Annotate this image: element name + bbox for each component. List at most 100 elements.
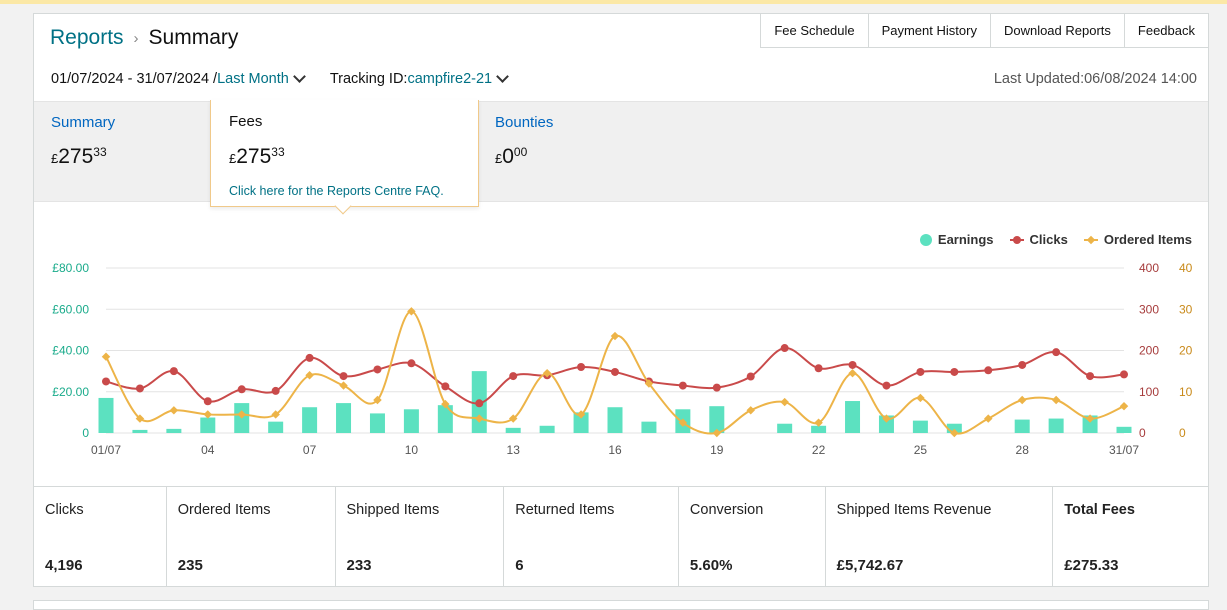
chevron-right-icon: ›: [133, 29, 139, 47]
ordered-items-point: [305, 371, 314, 380]
tracking-id-dropdown[interactable]: campfire2-21: [407, 71, 493, 87]
ordered-items-point: [135, 414, 145, 423]
ordered-items-point: [475, 414, 484, 423]
y-left-tick: 0: [82, 426, 89, 440]
ordered-items-point: [203, 410, 213, 419]
breadcrumb-reports-link[interactable]: Reports: [50, 26, 124, 49]
clicks-point: [271, 386, 280, 395]
legend-clicks[interactable]: Clicks: [1009, 232, 1068, 247]
ordered-items-point: [508, 414, 518, 423]
earnings-bar: [98, 397, 114, 433]
y-left-tick: £80.00: [52, 261, 89, 275]
earnings-bar: [369, 413, 385, 433]
earnings-bar: [505, 427, 521, 433]
ordered-items-point: [271, 410, 280, 419]
clicks-point: [1120, 370, 1128, 379]
stats-row: Clicks 4,196 Ordered Items 235 Shipped Items…: [34, 486, 1208, 586]
tracking-label: Tracking ID:: [329, 71, 408, 87]
legend-clicks-label: Clicks: [1029, 232, 1068, 247]
ordered-items-point: [848, 368, 857, 378]
ordered-items-point: [576, 410, 586, 419]
tab-summary[interactable]: Summary £27533: [51, 114, 115, 169]
stat-label: Returned Items: [515, 502, 615, 518]
chevron-down-icon[interactable]: [292, 70, 306, 83]
faq-link[interactable]: Click here for the Reports Centre FAQ.: [229, 184, 444, 198]
page-title: Summary: [148, 26, 239, 49]
amount-pence: 33: [93, 145, 107, 159]
x-tick: 28: [1016, 443, 1030, 457]
clicks-point: [950, 367, 959, 376]
tab-bounties-amount: £000: [495, 145, 553, 169]
tab-fees-title[interactable]: Fees: [229, 113, 263, 130]
clicks-point: [916, 367, 925, 376]
ordered-items-point: [1119, 401, 1129, 411]
amount-pounds: 275: [236, 145, 272, 168]
tab-bounties-title[interactable]: Bounties: [495, 114, 554, 131]
clicks-point: [611, 367, 619, 376]
chevron-down-icon[interactable]: [496, 70, 509, 83]
feedback-button[interactable]: Feedback: [1124, 13, 1209, 48]
legend-earnings-label: Earnings: [937, 232, 994, 247]
x-tick: 10: [405, 443, 419, 457]
clicks-point: [814, 364, 823, 373]
period-dropdown[interactable]: Last Month: [217, 71, 289, 87]
ordered-items-point: [984, 414, 993, 423]
earnings-bar: [709, 406, 725, 433]
y-right-tick: 300: [1139, 302, 1159, 316]
earnings-bar: [1116, 426, 1132, 433]
tab-summary-title[interactable]: Summary: [51, 114, 116, 131]
y-left-tick: £60.00: [52, 302, 89, 316]
y-right-tick: 100: [1139, 385, 1159, 399]
x-tick: 19: [710, 443, 724, 457]
earnings-bar: [437, 405, 453, 433]
earnings-bar: [166, 428, 182, 433]
stat-label: Ordered Items: [177, 502, 271, 518]
y-left-tick: £20.00: [52, 385, 89, 399]
clicks-point: [1018, 360, 1027, 369]
earnings-bar: [403, 409, 419, 433]
x-tick: 13: [507, 443, 521, 457]
legend-earnings[interactable]: Earnings: [919, 232, 994, 247]
ordered-items-point: [101, 352, 111, 361]
fee-schedule-button[interactable]: Fee Schedule: [760, 13, 869, 48]
stat-shipped-items: Shipped Items 233: [336, 487, 505, 586]
earnings-bar: [1048, 418, 1064, 433]
clicks-point: [203, 397, 212, 406]
clicks-point: [305, 353, 314, 362]
ordered-items-point: [678, 418, 688, 427]
tab-bounties[interactable]: Bounties £000: [495, 114, 553, 169]
download-reports-button[interactable]: Download Reports: [990, 13, 1125, 48]
x-tick: 04: [201, 443, 215, 457]
earnings-bar: [946, 423, 962, 433]
fees-popover: Fees £27533 Click here for the Reports C…: [210, 100, 479, 215]
earnings-bar: [811, 425, 827, 433]
legend-ordered-items[interactable]: Ordered Items: [1083, 232, 1192, 247]
x-tick: 25: [914, 443, 928, 457]
currency-symbol: £: [51, 151, 59, 166]
earnings-bar: [336, 403, 352, 433]
x-tick: 16: [608, 443, 622, 457]
earnings-bar: [573, 412, 589, 433]
clicks-point: [237, 385, 246, 394]
clicks-point: [441, 382, 450, 391]
y-right-tick: 200: [1139, 344, 1159, 358]
y-right2-tick: 40: [1179, 261, 1193, 275]
ordered-items-point: [542, 368, 552, 378]
y-right-tick: 0: [1139, 426, 1146, 440]
stat-returned-items: Returned Items 6: [504, 487, 679, 586]
stat-total-fees: Total Fees £275.33: [1053, 487, 1208, 586]
ordered-items-point: [339, 381, 348, 390]
x-tick: 01/07: [91, 443, 121, 457]
breadcrumb: Reports › Summary: [50, 26, 238, 50]
stat-value: £275.33: [1064, 557, 1119, 574]
ordered-items-point: [1085, 414, 1095, 423]
stat-value: 233: [346, 557, 372, 574]
stat-value: £5,742.67: [836, 557, 904, 574]
earnings-bar: [641, 421, 657, 433]
payment-history-button[interactable]: Payment History: [868, 13, 991, 48]
earnings-bar: [302, 407, 318, 433]
ordered-items-point: [882, 414, 891, 423]
clicks-point: [1052, 348, 1061, 357]
earnings-bar: [268, 421, 284, 433]
amount-pence: 33: [271, 145, 285, 159]
